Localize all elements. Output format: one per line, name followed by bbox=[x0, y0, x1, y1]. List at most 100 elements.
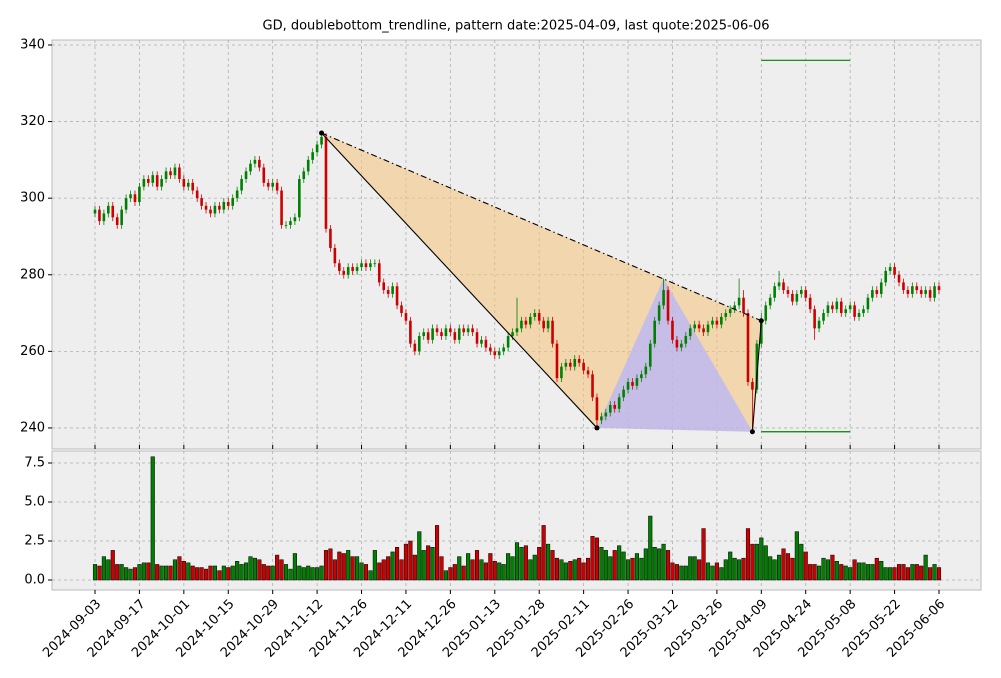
candle-body bbox=[631, 381, 634, 386]
volume-bar bbox=[537, 547, 542, 581]
candle-body bbox=[386, 290, 390, 294]
volume-bar bbox=[785, 553, 791, 581]
volume-bar bbox=[359, 562, 364, 581]
volume-bar bbox=[132, 567, 138, 581]
candle-body bbox=[515, 328, 519, 333]
volume-bar bbox=[599, 547, 604, 581]
y-tick-label: 280 bbox=[20, 267, 45, 282]
volume-bar bbox=[346, 550, 351, 581]
candle-body bbox=[164, 171, 168, 180]
volume-bar bbox=[97, 565, 102, 581]
volume-bar bbox=[586, 557, 591, 581]
trend-line bbox=[321, 132, 598, 429]
candle-body bbox=[440, 332, 443, 337]
volume-bar bbox=[843, 565, 848, 581]
pattern-point bbox=[319, 130, 325, 136]
candle-body bbox=[293, 217, 297, 222]
candle-body bbox=[404, 313, 408, 321]
volume-bar bbox=[452, 564, 457, 581]
volume-bar bbox=[417, 531, 422, 581]
candle-body bbox=[449, 328, 452, 333]
candle-body bbox=[782, 282, 785, 291]
volume-bar bbox=[483, 562, 488, 581]
volume-bar bbox=[723, 559, 728, 581]
candle-body bbox=[120, 209, 123, 225]
candle-body bbox=[457, 328, 461, 340]
candle-body bbox=[720, 316, 723, 325]
volume-bar bbox=[532, 554, 537, 581]
candle-body bbox=[746, 313, 750, 382]
volume-bar bbox=[461, 565, 466, 581]
candle-body bbox=[249, 163, 252, 172]
candle-body bbox=[537, 313, 541, 321]
volume-bar bbox=[430, 547, 435, 581]
volume-bar bbox=[590, 536, 595, 581]
candle-body bbox=[884, 270, 887, 283]
volume-tick-label: 0.0 bbox=[24, 573, 45, 588]
volume-bar bbox=[737, 559, 742, 581]
volume-bar bbox=[728, 551, 733, 581]
candle-body bbox=[724, 313, 728, 317]
candle-body bbox=[262, 167, 266, 183]
pattern-point bbox=[758, 318, 764, 324]
trend-line bbox=[751, 320, 762, 432]
candle-body bbox=[693, 324, 696, 329]
candle-body bbox=[422, 332, 426, 337]
volume-bar bbox=[204, 568, 209, 581]
candle-body bbox=[480, 339, 483, 344]
volume-bar bbox=[626, 559, 631, 581]
volume-bar bbox=[168, 565, 173, 581]
volume-bar bbox=[639, 557, 644, 581]
candle-body bbox=[564, 362, 568, 367]
candle-body bbox=[822, 313, 825, 321]
y-tick-label: 320 bbox=[20, 114, 45, 129]
candle-body bbox=[115, 217, 119, 225]
candle-body bbox=[529, 316, 532, 325]
volume-bar bbox=[319, 565, 324, 581]
volume-bar bbox=[928, 567, 933, 581]
candle-body bbox=[737, 297, 741, 306]
volume-bar bbox=[399, 559, 404, 581]
candle-body bbox=[364, 263, 368, 268]
volume-bar bbox=[719, 567, 724, 581]
candle-body bbox=[675, 339, 679, 348]
candle-body bbox=[502, 347, 505, 352]
candle-body bbox=[777, 282, 781, 287]
volume-bar bbox=[594, 537, 600, 581]
volume-bar bbox=[772, 559, 777, 581]
candle-body bbox=[298, 179, 301, 218]
candle-body bbox=[142, 179, 146, 187]
candle-body bbox=[617, 397, 621, 409]
volume-tick-label: 7.5 bbox=[24, 456, 45, 471]
volume-bar bbox=[146, 562, 151, 581]
candle-body bbox=[897, 274, 901, 283]
candle-body bbox=[306, 159, 310, 172]
candle-body bbox=[284, 224, 288, 226]
volume-bar bbox=[652, 547, 657, 581]
volume-bar bbox=[683, 565, 688, 581]
volume-bar bbox=[768, 556, 773, 581]
volume-bar bbox=[368, 570, 373, 581]
candle-body bbox=[933, 286, 936, 298]
volume-bar bbox=[92, 564, 98, 581]
volume-bar bbox=[199, 567, 204, 581]
volume-bar bbox=[856, 562, 862, 581]
candle-body bbox=[635, 378, 639, 386]
pattern-area bbox=[596, 278, 753, 432]
candle-body bbox=[209, 209, 212, 214]
volume-bar bbox=[665, 550, 671, 581]
volume-bar bbox=[759, 537, 764, 581]
pattern-point bbox=[749, 429, 755, 435]
candle-body bbox=[409, 320, 412, 344]
volume-bar bbox=[501, 564, 506, 581]
volume-bar bbox=[577, 557, 582, 581]
volume-bar bbox=[208, 565, 213, 581]
volume-bar bbox=[670, 562, 675, 581]
candle-body bbox=[853, 305, 856, 317]
volume-bar bbox=[914, 564, 919, 581]
candle-body bbox=[600, 416, 603, 421]
volume-bar bbox=[506, 553, 511, 581]
volume-bar bbox=[563, 562, 568, 581]
volume-bar bbox=[794, 531, 799, 581]
candle-body bbox=[111, 205, 115, 218]
